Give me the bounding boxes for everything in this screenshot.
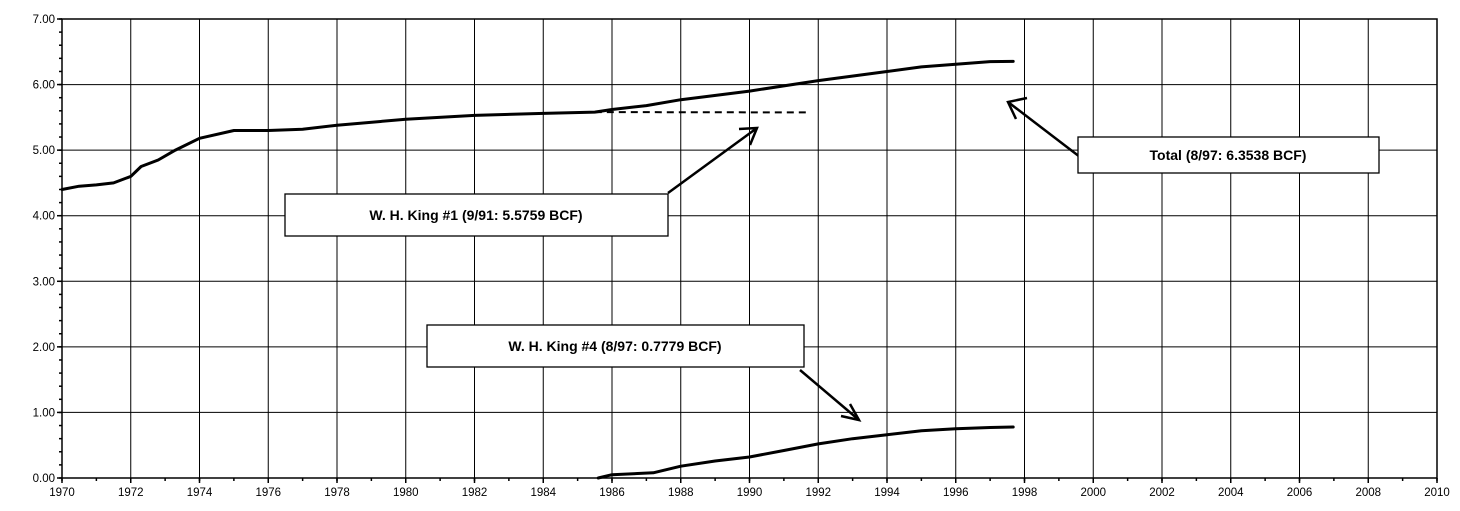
x-tick-label: 1982 (462, 487, 488, 499)
callout-total-arrow (1007, 101, 1081, 158)
callout-king4-arrowhead (840, 403, 862, 422)
x-tick-label: 1996 (943, 487, 969, 499)
x-tick-label: 1990 (737, 487, 763, 499)
callout-king1-arrow (667, 126, 758, 195)
callout-king4-label: W. H. King #4 (8/97: 0.7779 BCF) (508, 338, 721, 354)
callout-total-label: Total (8/97: 6.3538 BCF) (1150, 147, 1307, 163)
x-tick-label: 1980 (393, 487, 419, 499)
y-tick-label: 3.00 (33, 276, 55, 288)
callout-king1: W. H. King #1 (9/91: 5.5759 BCF) (284, 126, 759, 237)
callout-king1-arrowhead (738, 126, 759, 146)
y-tick-label: 5.00 (33, 145, 55, 157)
callout-king4-box (426, 324, 805, 368)
x-tick-label: 1978 (324, 487, 350, 499)
x-tick-label: 1992 (805, 487, 831, 499)
x-tick-label: 2000 (1080, 487, 1106, 499)
grid (61, 18, 1438, 479)
x-tick-label: 1998 (1012, 487, 1038, 499)
callout-king4: W. H. King #4 (8/97: 0.7779 BCF) (426, 324, 862, 422)
y-tick-label: 4.00 (33, 211, 55, 223)
callout-total-arrowhead (1006, 96, 1028, 120)
series-layer (60, 59, 1015, 480)
y-tick-label: 2.00 (33, 342, 55, 354)
x-tick-label: 1972 (118, 487, 144, 499)
callout-total-box (1077, 136, 1380, 174)
x-tick-label: 1988 (668, 487, 694, 499)
x-tick-label: 1984 (530, 487, 556, 499)
x-tick-label: 1970 (49, 487, 75, 499)
callout-total: Total (8/97: 6.3538 BCF) (1006, 96, 1380, 174)
annotations: Total (8/97: 6.3538 BCF) W. H. King #1 (… (284, 96, 1380, 422)
y-tick-label: 1.00 (33, 407, 55, 419)
x-tick-label: 1974 (187, 487, 213, 499)
callout-king1-box (284, 193, 669, 237)
x-tick-label: 1986 (599, 487, 625, 499)
x-tick-label: 2006 (1287, 487, 1313, 499)
x-tick-label: 2002 (1149, 487, 1175, 499)
plot-frame (61, 18, 1438, 479)
x-tick-label: 1976 (255, 487, 281, 499)
x-tick-label: 2010 (1424, 487, 1450, 499)
callout-king1-label: W. H. King #1 (9/91: 5.5759 BCF) (369, 207, 582, 223)
tick-labels: 1970 1972 1974 1976 1978 1980 1982 1984 1986 1988… (33, 14, 1450, 499)
x-tick-label: 2008 (1355, 487, 1381, 499)
y-tick-label: 0.00 (33, 473, 55, 485)
y-tick-label: 7.00 (33, 14, 55, 26)
series-line-1 (60, 59, 1015, 191)
callout-king4-arrow (799, 369, 860, 421)
axes (57, 18, 1438, 483)
x-tick-label: 2004 (1218, 487, 1244, 499)
y-tick-label: 6.00 (33, 80, 55, 92)
series-line-3 (596, 425, 1015, 480)
x-tick-label: 1994 (874, 487, 900, 499)
